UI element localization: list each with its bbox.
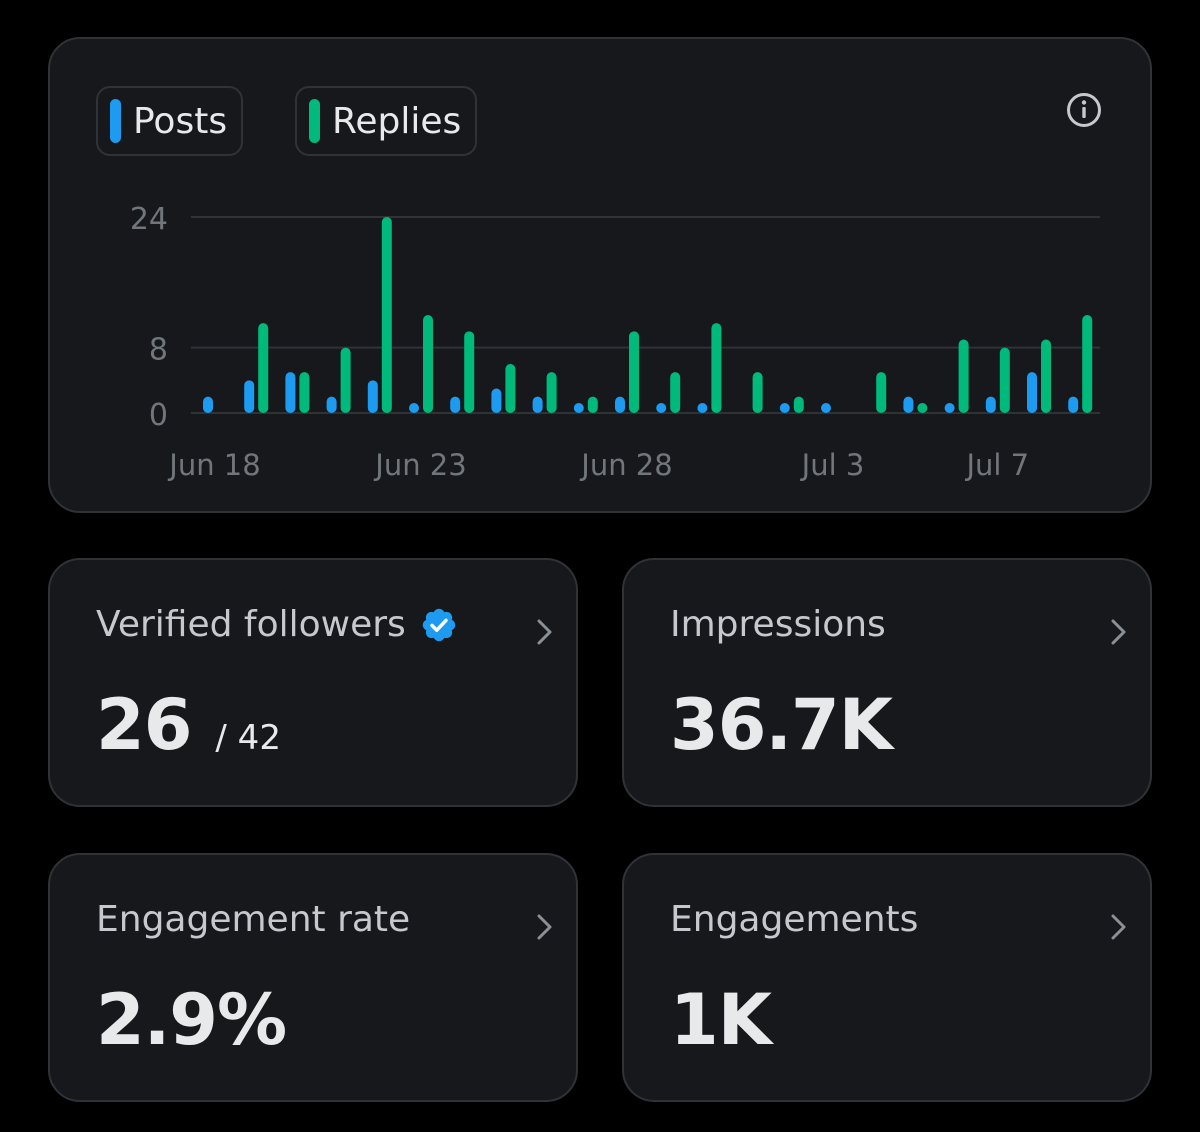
engagements-value: 1K (670, 979, 772, 1061)
y-tick-label: 24 (130, 202, 168, 237)
replies-bar (876, 372, 887, 413)
x-tick-label: Jun 28 (579, 448, 672, 482)
replies-bar (629, 331, 639, 413)
verified-followers-card[interactable]: Verified followers 26 / 42 (48, 558, 578, 807)
replies-bar (464, 331, 475, 413)
posts-bar (779, 403, 790, 413)
replies-bar (340, 347, 351, 413)
posts-bar (903, 396, 914, 413)
posts-swatch (110, 99, 121, 143)
posts-bar (1027, 372, 1037, 413)
posts-bar (985, 396, 996, 413)
y-tick-label: 8 (149, 333, 168, 368)
posts-bar (244, 380, 255, 413)
posts-bar (1068, 396, 1079, 413)
x-tick-label: Jul 7 (964, 448, 1029, 482)
engagements-label: Engagements (670, 899, 919, 940)
verified-followers-value-row: 26 / 42 (96, 684, 281, 766)
x-tick-label: Jun 23 (373, 448, 466, 482)
replies-bar (381, 217, 392, 413)
replies-bar (752, 372, 763, 413)
posts-bar (285, 372, 296, 413)
replies-bar (999, 347, 1010, 413)
chevron-right-icon (537, 914, 552, 940)
posts-bar (615, 396, 625, 413)
replies-bar (670, 372, 681, 413)
verified-followers-label-row: Verified followers (96, 604, 458, 645)
info-icon[interactable] (1066, 92, 1102, 128)
engagement-rate-value: 2.9% (96, 979, 287, 1061)
verified-badge-icon (422, 608, 456, 641)
replies-bar (711, 323, 722, 413)
posts-bar (697, 403, 708, 413)
posts-bar (532, 396, 543, 413)
posts-bar (450, 396, 461, 413)
replies-bar (546, 372, 557, 413)
engagement-rate-label: Engagement rate (96, 899, 411, 940)
legend-replies-button[interactable]: Replies (295, 86, 478, 156)
replies-bar (423, 315, 433, 413)
replies-bar (793, 396, 804, 413)
legend-posts-button[interactable]: Posts (96, 86, 244, 156)
impressions-card[interactable]: Impressions 36.7K (622, 558, 1152, 807)
replies-bar (1041, 339, 1051, 413)
posts-bar (821, 403, 831, 413)
legend-replies-label: Replies (332, 100, 462, 142)
bar-chart: 0 8 24 Jun 18 Jun 23 Jun 28 Jul 3 Jul 7 (130, 202, 1100, 482)
verified-followers-value: 26 (96, 684, 192, 766)
replies-bar (258, 323, 269, 413)
verified-followers-total: / 42 (215, 718, 281, 758)
replies-bar (917, 403, 928, 413)
chevron-right-icon (1111, 619, 1126, 645)
replies-bar (505, 364, 516, 413)
replies-bar (587, 396, 598, 413)
x-tick-label: Jun 18 (167, 448, 260, 482)
replies-bar (1082, 315, 1093, 413)
chevron-right-icon (537, 619, 552, 645)
replies-swatch (309, 99, 320, 143)
replies-bar (958, 339, 969, 413)
posts-bar (367, 380, 378, 413)
engagements-card[interactable]: Engagements 1K (622, 853, 1152, 1102)
posts-replies-chart-card: Posts Replies 0 8 24 Jun 18 Jun 23 Jun 28 Jul … (48, 37, 1152, 513)
posts-bar (203, 396, 213, 413)
posts-bar (409, 403, 419, 413)
legend-posts-label: Posts (133, 100, 228, 142)
verified-followers-label: Verified followers (96, 604, 406, 645)
replies-bar (299, 372, 310, 413)
posts-bar (656, 403, 667, 413)
posts-bar (573, 403, 584, 413)
engagement-rate-card[interactable]: Engagement rate 2.9% (48, 853, 578, 1102)
posts-bar (491, 388, 502, 413)
x-tick-label: Jul 3 (800, 448, 865, 482)
posts-bar (326, 396, 337, 413)
impressions-value: 36.7K (670, 684, 893, 766)
impressions-label: Impressions (670, 604, 886, 645)
chevron-right-icon (1111, 914, 1126, 940)
posts-bar (944, 403, 955, 413)
y-tick-label: 0 (149, 398, 168, 433)
